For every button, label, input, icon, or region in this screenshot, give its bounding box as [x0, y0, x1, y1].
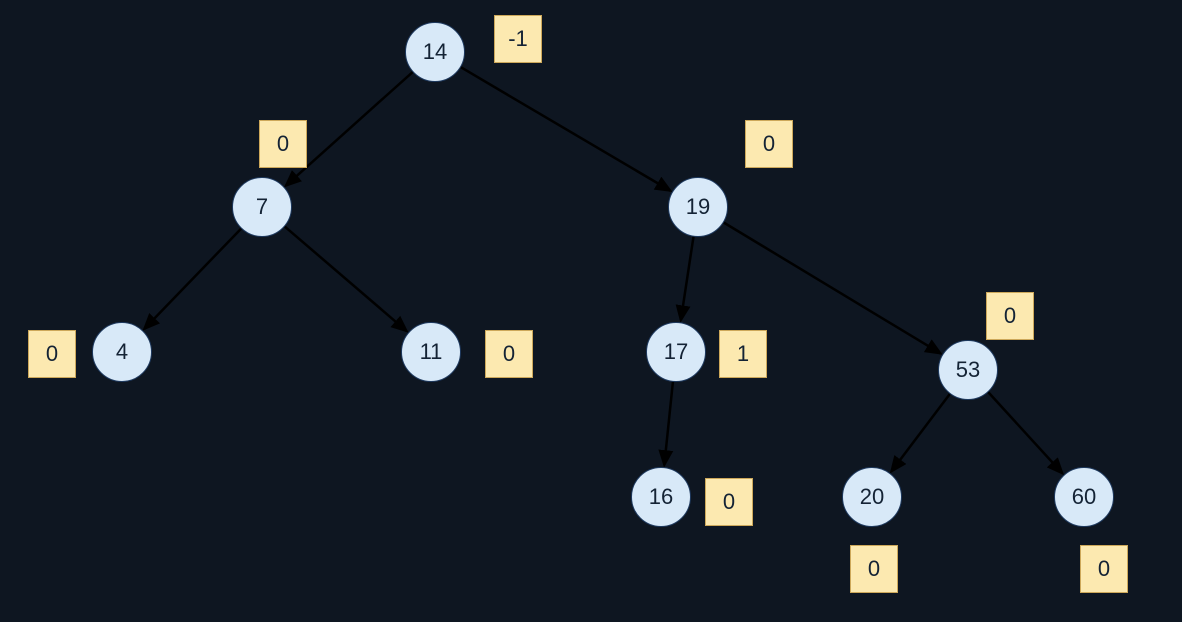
tree-node-value: 19 [686, 194, 710, 220]
balance-badge-n17: 1 [719, 330, 767, 378]
balance-badge-n11: 0 [485, 330, 533, 378]
tree-node-19: 19 [668, 177, 728, 237]
tree-node-value: 4 [116, 339, 128, 365]
tree-node-14: 14 [405, 22, 465, 82]
balance-badge-n4: 0 [28, 330, 76, 378]
edge-n7-n4 [144, 229, 241, 329]
balance-badge-value: -1 [508, 26, 528, 52]
edge-n7-n11 [285, 227, 407, 332]
tree-node-7: 7 [232, 177, 292, 237]
tree-node-value: 17 [664, 339, 688, 365]
tree-node-value: 53 [956, 357, 980, 383]
edge-n14-n19 [461, 67, 671, 191]
tree-node-value: 7 [256, 194, 268, 220]
edge-n17-n16 [664, 382, 673, 465]
balance-badge-value: 0 [46, 341, 58, 367]
tree-node-11: 11 [401, 322, 461, 382]
balance-badge-n16: 0 [705, 478, 753, 526]
balance-badge-n14: -1 [494, 15, 542, 63]
edge-n53-n60 [988, 392, 1062, 473]
tree-node-17: 17 [646, 322, 706, 382]
tree-node-value: 60 [1072, 484, 1096, 510]
balance-badge-n60: 0 [1080, 545, 1128, 593]
balance-badge-n19: 0 [745, 120, 793, 168]
balance-badge-value: 0 [763, 131, 775, 157]
balance-badge-n53: 0 [986, 292, 1034, 340]
tree-node-20: 20 [842, 467, 902, 527]
edge-n53-n20 [891, 394, 950, 472]
tree-node-value: 11 [420, 339, 443, 365]
balance-badge-value: 0 [868, 556, 880, 582]
edge-n19-n17 [681, 237, 694, 321]
tree-node-value: 14 [423, 39, 447, 65]
tree-node-53: 53 [938, 340, 998, 400]
balance-badge-value: 0 [723, 489, 735, 515]
balance-badge-value: 0 [1098, 556, 1110, 582]
balance-badge-value: 0 [277, 131, 289, 157]
tree-node-value: 20 [860, 484, 884, 510]
balance-badge-n7: 0 [259, 120, 307, 168]
tree-node-16: 16 [631, 467, 691, 527]
tree-node-60: 60 [1054, 467, 1114, 527]
balance-badge-n20: 0 [850, 545, 898, 593]
balance-badge-value: 0 [503, 341, 515, 367]
tree-node-4: 4 [92, 322, 152, 382]
balance-badge-value: 0 [1004, 303, 1016, 329]
balance-badge-value: 1 [737, 341, 749, 367]
tree-node-value: 16 [649, 484, 673, 510]
